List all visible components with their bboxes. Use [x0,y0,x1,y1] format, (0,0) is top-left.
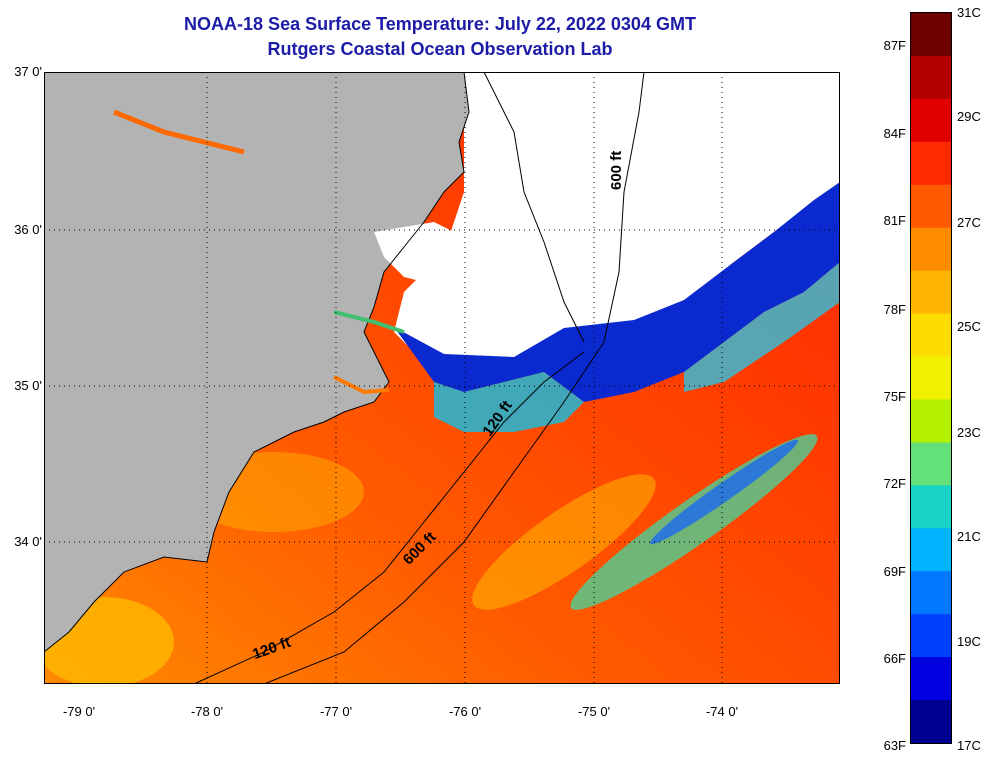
colorbar-f-label: 63F [883,738,906,753]
colorbar-band [911,571,951,615]
cold-nearshore-band [434,372,584,432]
lon-label: -79 0' [62,704,96,719]
colorbar-f-label: 81F [883,213,906,228]
colorbar-band [911,356,951,400]
colorbar-c-label: 27C [957,215,981,230]
colorbar-band [911,184,951,229]
lon-label: -76 0' [448,704,482,719]
outer-banks [483,72,585,343]
colorbar-f-label: 66F [883,651,906,666]
land-area [44,72,469,652]
cloud-cover [394,72,840,372]
colorbar-c-label: 25C [957,319,981,334]
lat-label: 37 0' [14,64,42,79]
colorbar-band [911,141,951,186]
colorbar-band [911,98,951,143]
map-frame [44,72,840,684]
colorbar-f-label: 78F [883,302,906,317]
contour-label-600-upper: 600 ft [608,150,625,190]
cold-nearshore-band [394,182,840,402]
colorbar-band [911,614,951,658]
colorbar-f-label: 69F [883,564,906,579]
colorbar-band [911,485,951,529]
contour-600ft [263,72,645,684]
map-subtitle: Rutgers Coastal Ocean Observation Lab [267,39,613,59]
cold-nearshore-band [684,262,840,392]
sst-map [44,72,840,684]
colorbar-c-label: 19C [957,634,981,649]
colorbar-band [911,700,951,743]
colorbar-c-label: 31C [957,5,981,20]
lon-label: -74 0' [705,704,739,719]
cool-filament-core [650,439,798,545]
coastline [44,72,470,653]
temperature-colorbar [910,12,952,744]
inland-water [333,375,390,395]
colorbar-band [911,442,951,486]
colorbar-c-label: 29C [957,109,981,124]
colorbar-band [911,399,951,443]
lat-label: 34 0' [14,534,42,549]
colorbar-c-label: 17C [957,738,981,753]
colorbar-f-label: 84F [883,126,906,141]
colorbar-band [911,227,951,272]
lat-label: 35 0' [14,378,42,393]
colorbar-band [911,55,951,100]
inland-water [113,109,245,155]
sound-cloud [374,222,484,307]
colorbar-band [911,528,951,572]
lon-label: -78 0' [190,704,224,719]
graticule [44,72,840,684]
map-title: NOAA-18 Sea Surface Temperature: July 22… [184,14,696,34]
colorbar-f-label: 87F [883,38,906,53]
colorbar-f-label: 72F [883,476,906,491]
colorbar-c-label: 21C [957,529,981,544]
colorbar-band [911,270,951,315]
colorbar-band [911,13,951,57]
lon-label: -77 0' [319,704,353,719]
lon-label: -75 0' [577,704,611,719]
inland-water [333,310,405,334]
contour-120ft [193,351,585,684]
colorbar-band [911,657,951,701]
colorbar-c-label: 23C [957,425,981,440]
lat-label: 36 0' [14,222,42,237]
colorbar-band [911,313,951,358]
colorbar-f-label: 75F [883,389,906,404]
